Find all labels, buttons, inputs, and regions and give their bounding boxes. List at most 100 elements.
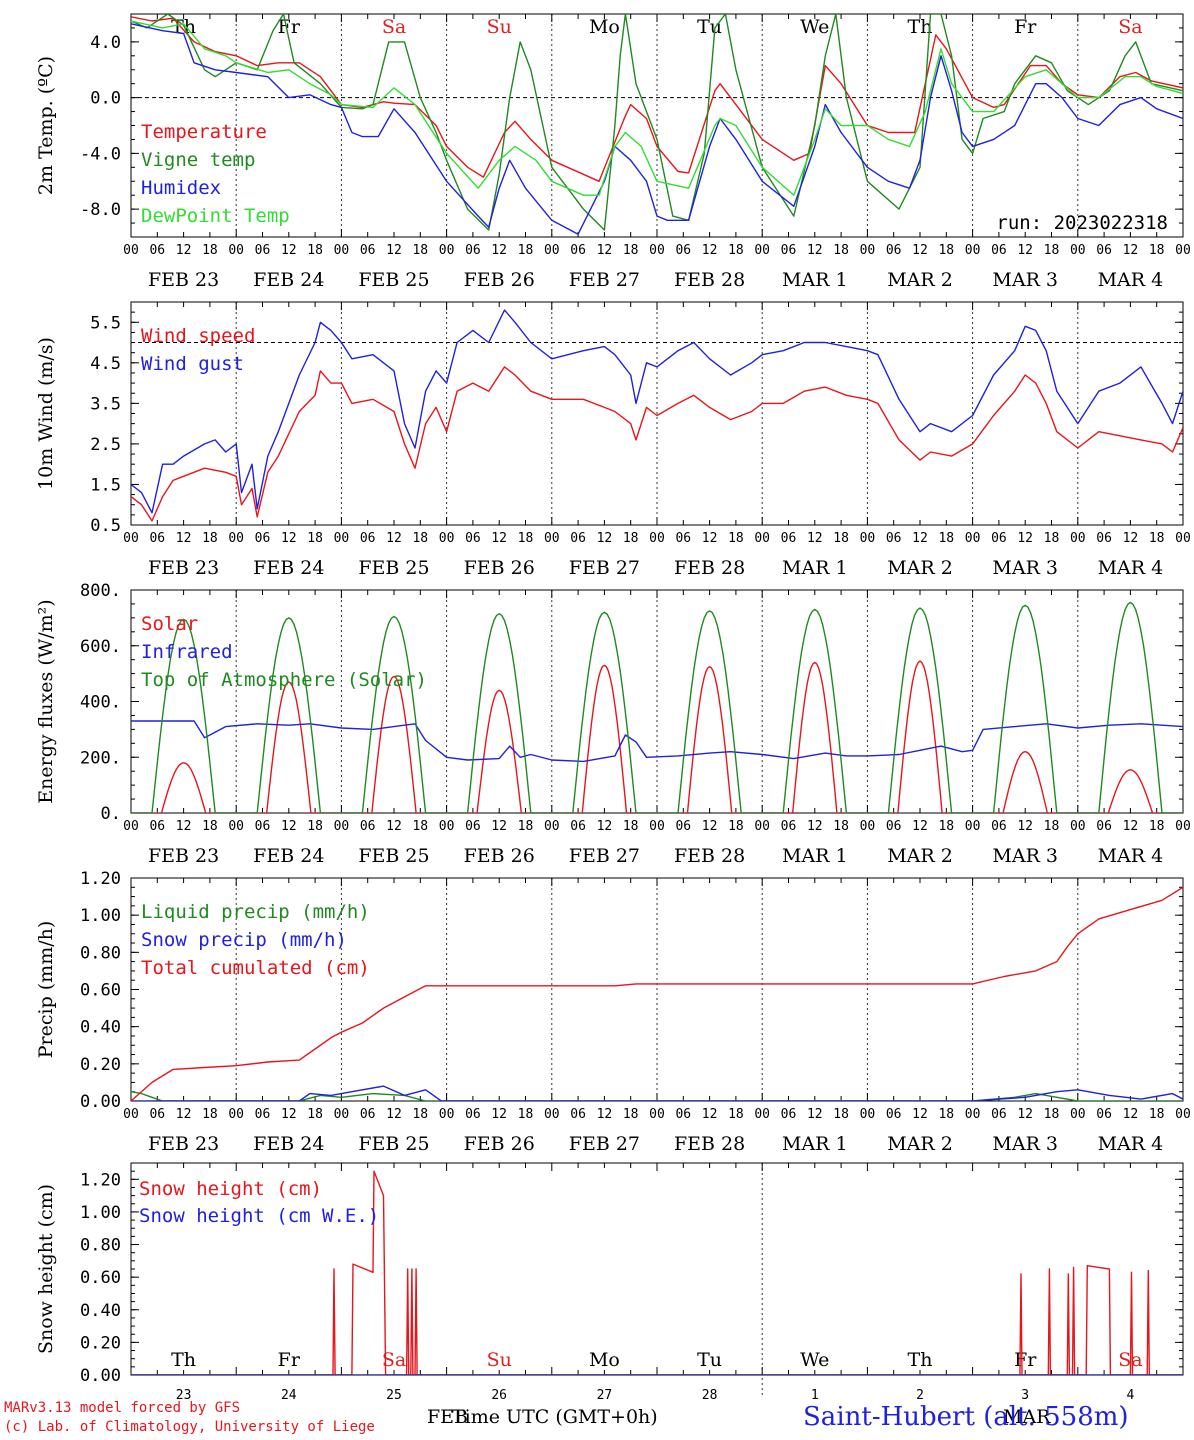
- x-date-label: FEB 24: [253, 557, 324, 579]
- x-hour-label: 06: [675, 243, 691, 258]
- x-date-label: FEB 25: [358, 845, 429, 867]
- x-hour-label: 18: [202, 1107, 218, 1122]
- y-tick-label: 0.00: [80, 1366, 121, 1386]
- x-date-label: MAR 2: [887, 557, 953, 579]
- x-date-label: FEB 23: [148, 845, 219, 867]
- x-hour-label: 06: [465, 819, 481, 834]
- x-hour-label: 00: [544, 819, 560, 834]
- x-hour-label: 00: [1175, 243, 1191, 258]
- x-hour-label: 06: [781, 531, 797, 546]
- x-hour-label: 12: [386, 819, 402, 834]
- legend-entry: Infrared: [141, 641, 233, 663]
- x-hour-label: 00: [649, 819, 665, 834]
- x-date-label: MAR 1: [782, 1133, 848, 1155]
- x-date-label: FEB 26: [464, 845, 535, 867]
- day-name-label: We: [800, 1349, 829, 1371]
- x-date-label: FEB 26: [464, 1133, 535, 1155]
- x-hour-label: 00: [860, 1107, 876, 1122]
- y-axis-label: Precip (mm/h): [35, 921, 57, 1059]
- legend-entry: Snow height (cm): [139, 1178, 322, 1200]
- legend-entry: Wind gust: [141, 353, 244, 375]
- x-date-label: FEB 26: [464, 557, 535, 579]
- x-hour-label: 12: [281, 243, 297, 258]
- legend-entry: Snow height (cm W.E.): [139, 1205, 379, 1227]
- x-hour-label: 18: [307, 243, 323, 258]
- x-hour-label: 00: [1175, 531, 1191, 546]
- x-hour-label: 18: [412, 243, 428, 258]
- x-hour-label: 18: [1149, 243, 1165, 258]
- y-tick-label: -8.0: [80, 200, 121, 220]
- x-hour-label: 06: [1096, 819, 1112, 834]
- legend-entry: Wind speed: [141, 325, 255, 347]
- y-axis-label: Snow height (cm): [35, 1184, 57, 1354]
- x-hour-label: 06: [255, 819, 271, 834]
- x-hour-label: 00: [228, 1107, 244, 1122]
- x-hour-label: 00: [439, 531, 455, 546]
- x-hour-label: 06: [675, 531, 691, 546]
- x-date-label: MAR 1: [782, 557, 848, 579]
- x-hour-label: 00: [965, 1107, 981, 1122]
- x-hour-label: 12: [386, 1107, 402, 1122]
- x-hour-label: 06: [886, 531, 902, 546]
- x-hour-label: 18: [623, 819, 639, 834]
- x-hour-label: 06: [991, 819, 1007, 834]
- x-hour-label: 18: [833, 819, 849, 834]
- day-name-label: Su: [487, 16, 512, 38]
- x-date-label: FEB 28: [674, 1133, 745, 1155]
- x-hour-label: 12: [807, 531, 823, 546]
- x-hour-label: 18: [518, 819, 534, 834]
- x-hour-label: 18: [623, 243, 639, 258]
- x-hour-label: 12: [597, 243, 613, 258]
- day-name-label: Fr: [278, 1349, 301, 1371]
- x-hour-label: 00: [1070, 1107, 1086, 1122]
- x-date-label: MAR 4: [1098, 845, 1164, 867]
- x-date-label: FEB 27: [569, 845, 640, 867]
- x-hour-label: 12: [597, 531, 613, 546]
- x-hour-label: 12: [176, 243, 192, 258]
- y-tick-label: -4.0: [80, 144, 121, 164]
- x-date-label: FEB 28: [674, 557, 745, 579]
- series-line-liquid-precip-mm-h: [131, 1091, 1183, 1101]
- x-hour-label: 00: [1175, 819, 1191, 834]
- series-group: [131, 309, 1183, 522]
- x-hour-label: 00: [649, 1107, 665, 1122]
- x-hour-label: 06: [991, 243, 1007, 258]
- x-hour-label: 00: [754, 819, 770, 834]
- x-hour-label: 18: [412, 1107, 428, 1122]
- x-hour-label: 06: [149, 1107, 165, 1122]
- x-hour-label: 06: [360, 531, 376, 546]
- x-hour-label: 18: [412, 819, 428, 834]
- feb-month-label: FEB: [427, 1406, 469, 1428]
- x-hour-label: 00: [544, 531, 560, 546]
- x-hour-label: 18: [1044, 1107, 1060, 1122]
- x-hour-label: 12: [1017, 243, 1033, 258]
- y-tick-label: 5.5: [90, 313, 121, 333]
- x-hour-label: 06: [360, 1107, 376, 1122]
- series-line-temperature: [131, 16, 1183, 182]
- x-date-label: MAR 3: [992, 557, 1058, 579]
- day-name-label: Th: [908, 1349, 933, 1371]
- series-line-total-cumulated-cm: [131, 886, 1183, 1101]
- run-label: run: 2023022318: [996, 212, 1168, 234]
- x-hour-label: 06: [675, 1107, 691, 1122]
- x-date-label: MAR 2: [887, 269, 953, 291]
- chart-panel-5: 1.20 1.00 0.80 0.60 0.40 0.20 0.00 Snow height …: [35, 1162, 1184, 1403]
- legend-entry: DewPoint Temp: [141, 205, 290, 227]
- y-tick-label: 400.: [80, 693, 121, 713]
- x-hour-label: 12: [702, 531, 718, 546]
- y-tick-label: 0.60: [80, 981, 121, 1001]
- legend-entry: Temperature: [141, 121, 267, 143]
- y-tick-label: 4.5: [90, 354, 121, 374]
- x-date-label: FEB 27: [569, 557, 640, 579]
- x-hour-label: 12: [491, 243, 507, 258]
- day-number-label: 24: [281, 1388, 297, 1403]
- x-hour-label: 06: [149, 243, 165, 258]
- series-line-dewpoint-temp: [131, 20, 1183, 196]
- series-line-top-of-atmosphere-solar: [131, 601, 1183, 813]
- x-hour-label: 18: [202, 243, 218, 258]
- series-line-wind-gust: [131, 309, 1183, 514]
- series-group: [131, 14, 1183, 235]
- x-hour-label: 12: [807, 819, 823, 834]
- x-hour-label: 00: [228, 819, 244, 834]
- x-hour-label: 06: [570, 243, 586, 258]
